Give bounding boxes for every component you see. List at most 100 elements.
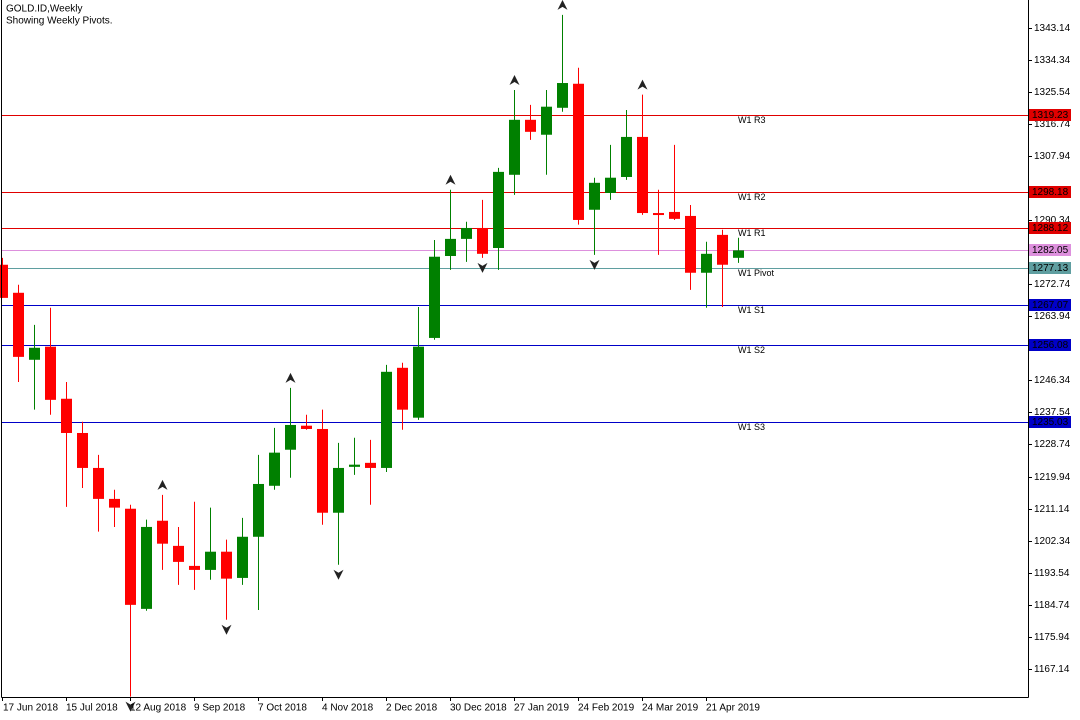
candle-body <box>125 508 136 605</box>
price-box-label: 1277.13 <box>1032 263 1069 274</box>
candle-body <box>461 227 472 239</box>
price-box <box>1029 339 1071 351</box>
candle-body <box>717 234 728 265</box>
candle-body <box>541 106 552 135</box>
candle-body <box>45 346 56 400</box>
candle-body <box>429 256 440 338</box>
price-box-label: 1282.05 <box>1032 245 1069 256</box>
candle-body <box>349 464 360 467</box>
fractal-up-arrow <box>637 79 648 90</box>
price-box <box>1029 222 1071 234</box>
fractal-down-arrow <box>125 701 136 712</box>
candle-body <box>237 536 248 578</box>
pivot-label: W1 R3 <box>738 115 766 125</box>
fractal-down-arrow <box>333 569 344 580</box>
fractal-up-arrow <box>285 372 296 383</box>
x-tick-label: 7 Oct 2018 <box>258 703 307 714</box>
candle-body <box>573 83 584 220</box>
candle-body <box>605 177 616 194</box>
candle-body <box>669 211 680 219</box>
candle-body <box>493 171 504 248</box>
x-tick-label: 24 Mar 2019 <box>642 703 699 714</box>
candle-body <box>365 462 376 468</box>
y-tick-label: 1167.14 <box>1034 664 1070 675</box>
chart-subtitle: Showing Weekly Pivots. <box>6 16 113 27</box>
pivot-label: W1 Pivot <box>738 268 775 278</box>
candle-body <box>333 467 344 513</box>
fractal-down-arrow <box>589 259 600 270</box>
x-tick-label: 30 Dec 2018 <box>450 703 507 714</box>
pivot-label: W1 S1 <box>738 305 765 315</box>
y-tick-label: 1343.14 <box>1034 23 1071 34</box>
y-tick-label: 1228.74 <box>1034 439 1071 450</box>
candle-body <box>253 483 264 537</box>
candle-body <box>317 428 328 513</box>
price-box-label: 1267.07 <box>1032 300 1069 311</box>
price-box <box>1029 186 1071 198</box>
fractal-down-arrow <box>221 624 232 635</box>
candle-body <box>525 119 536 132</box>
x-tick-label: 27 Jan 2019 <box>514 703 569 714</box>
price-box-label: 1319.23 <box>1032 110 1069 121</box>
candle-body <box>589 182 600 210</box>
x-tick-label: 2 Dec 2018 <box>386 703 438 714</box>
y-tick-label: 1263.94 <box>1034 311 1071 322</box>
candle-body <box>685 215 696 273</box>
pivot-label: W1 R2 <box>738 192 766 202</box>
price-box-label: 1235.03 <box>1032 417 1069 428</box>
candle-body <box>477 227 488 254</box>
x-tick-label: 21 Apr 2019 <box>706 703 760 714</box>
price-box <box>1029 244 1071 256</box>
fractal-up-arrow <box>157 479 168 490</box>
y-tick-label: 1334.34 <box>1034 55 1071 66</box>
x-tick-label: 4 Nov 2018 <box>322 703 374 714</box>
candle-body <box>445 238 456 257</box>
candle-body <box>557 83 568 108</box>
y-tick-label: 1272.74 <box>1034 279 1071 290</box>
candle-body <box>701 253 712 273</box>
candle-body <box>77 432 88 468</box>
y-tick-label: 1219.94 <box>1034 472 1071 483</box>
y-tick-label: 1184.74 <box>1034 600 1070 611</box>
candle-body <box>157 520 168 544</box>
x-tick-label: 15 Jul 2018 <box>66 703 118 714</box>
candle-body <box>509 119 520 175</box>
x-tick-label: 17 Jun 2018 <box>3 703 58 714</box>
candle-body <box>285 424 296 450</box>
y-tick-label: 1202.34 <box>1034 536 1071 547</box>
candle-body <box>621 136 632 177</box>
candle-body <box>301 425 312 429</box>
y-tick-label: 1290.34 <box>1034 215 1071 226</box>
price-box-label: 1288.12 <box>1032 223 1069 234</box>
price-box <box>1029 299 1071 311</box>
candle-body <box>381 371 392 468</box>
candle-body <box>173 545 184 562</box>
y-tick-label: 1316.74 <box>1034 119 1071 130</box>
y-tick-label: 1237.54 <box>1034 407 1071 418</box>
fractal-up-arrow <box>557 0 568 10</box>
candle-body <box>413 346 424 418</box>
candle-body <box>13 292 24 357</box>
fractal-down-arrow <box>477 262 488 273</box>
x-tick-label: 9 Sep 2018 <box>194 703 246 714</box>
y-tick-label: 1307.94 <box>1034 151 1071 162</box>
candle-body <box>637 136 648 214</box>
pivot-label: W1 R1 <box>738 228 766 238</box>
y-tick-label: 1175.94 <box>1034 632 1070 643</box>
candle-body <box>29 347 40 360</box>
candle-body <box>205 551 216 570</box>
x-tick-label: 24 Feb 2019 <box>578 703 635 714</box>
price-box-label: 1256.08 <box>1032 340 1069 351</box>
pivot-label: W1 S3 <box>738 422 765 432</box>
pivot-label: W1 S2 <box>738 345 765 355</box>
plot-area: W1 R3 W1 R2 W1 R1 W1 Pivot W1 S1 W1 S2 W1 S3 <box>0 0 1028 712</box>
candle-body <box>93 467 104 499</box>
candle-body <box>61 398 72 433</box>
y-tick-label: 1193.54 <box>1034 568 1070 579</box>
candle-body <box>141 526 152 609</box>
price-box-label: 1298.18 <box>1032 187 1069 198</box>
chart-title: GOLD.ID,Weekly <box>6 4 83 15</box>
price-box <box>1029 262 1071 274</box>
